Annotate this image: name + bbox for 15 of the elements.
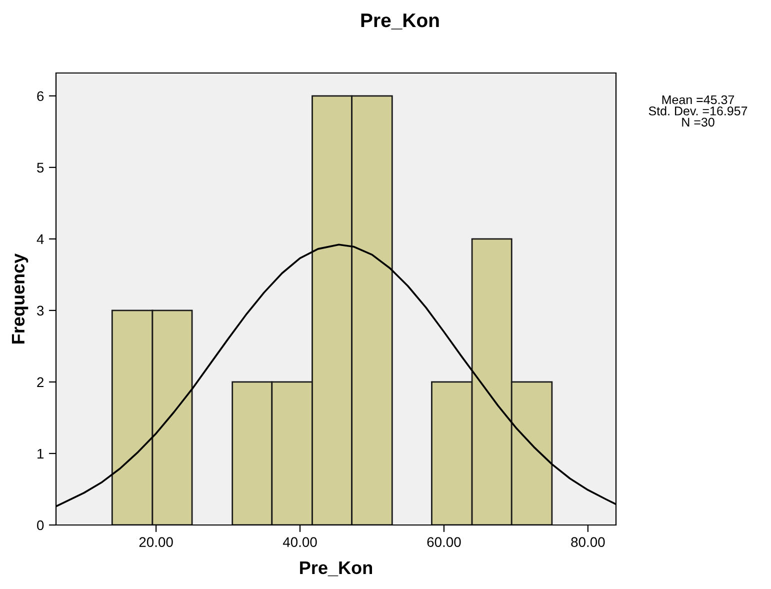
- x-tick-label: 80.00: [571, 537, 605, 548]
- y-tick-label: 6: [37, 91, 44, 102]
- x-tick-label: 60.00: [427, 537, 461, 548]
- y-tick-label: 0: [37, 520, 44, 530]
- x-tick-label: 20.00: [139, 537, 173, 548]
- y-axis-title: Frequency: [12, 253, 28, 344]
- y-tick-label: 4: [36, 234, 44, 244]
- y-tick-label: 5: [37, 162, 44, 173]
- x-tick-label: 40.00: [282, 537, 317, 548]
- chart-title: Pre_Kon: [361, 14, 439, 30]
- y-tick-label: 3: [37, 306, 44, 316]
- y-tick-label: 2: [37, 377, 44, 387]
- y-tick-label: 1: [38, 448, 44, 459]
- x-axis-title: Pre_Kon: [300, 562, 372, 576]
- text: Mean =45.37 Std. Dev. =16.957 N =30: [648, 95, 748, 127]
